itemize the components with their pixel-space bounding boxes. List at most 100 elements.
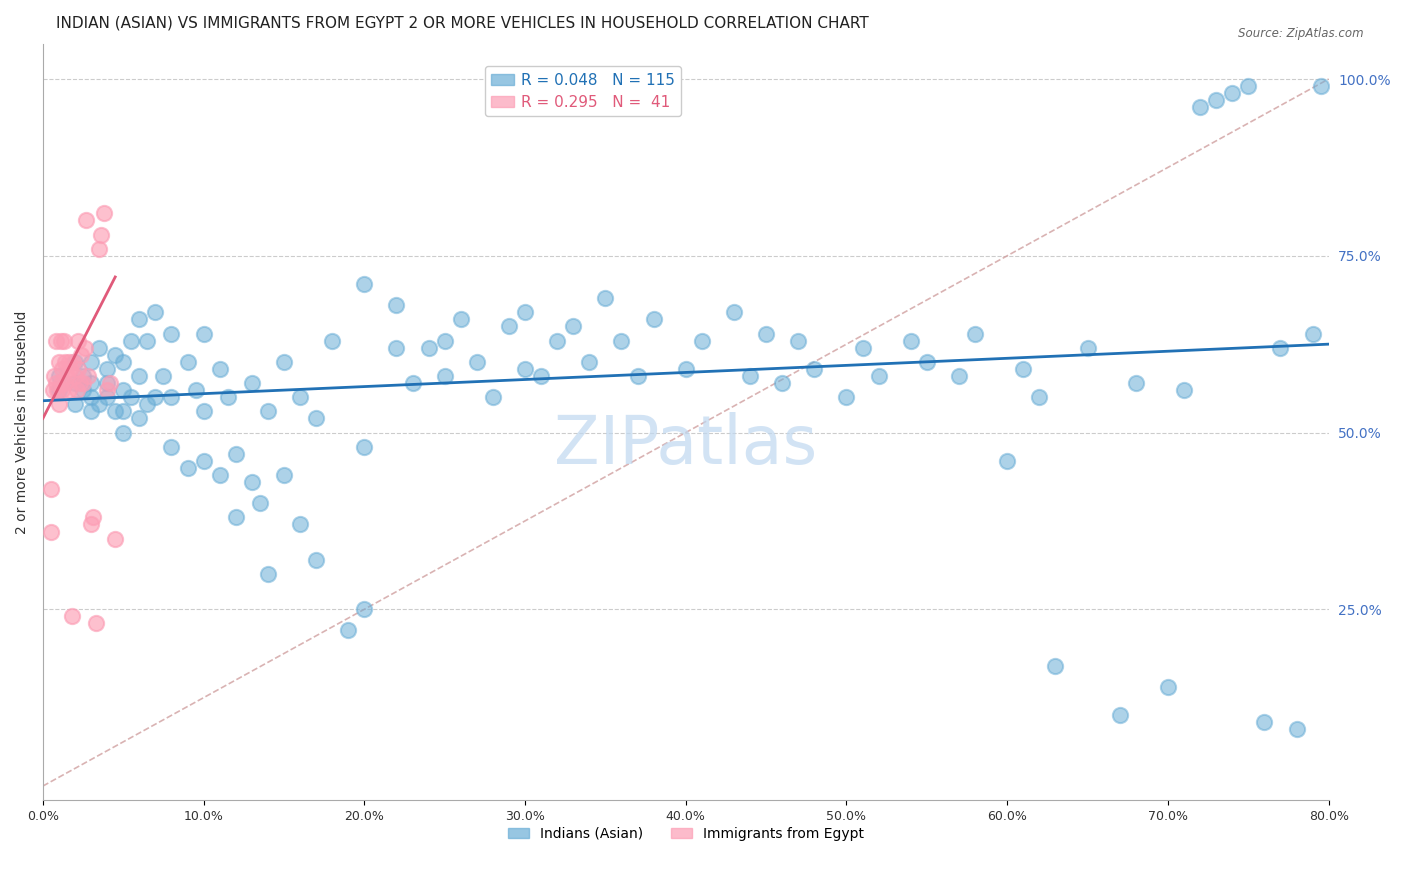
Point: [75, 213, 97, 227]
Point: [690, 334, 713, 348]
Point: [273, 467, 295, 482]
Point: [835, 390, 858, 404]
Point: [48, 383, 70, 397]
Point: [595, 291, 617, 305]
Point: [787, 334, 810, 348]
Point: [89, 341, 111, 355]
Point: [48, 355, 70, 369]
Text: Source: ZipAtlas.com: Source: ZipAtlas.com: [1239, 27, 1364, 40]
Point: [96, 376, 118, 390]
Point: [353, 440, 375, 454]
Point: [104, 348, 127, 362]
Point: [66, 383, 89, 397]
Point: [738, 368, 761, 383]
Point: [249, 496, 271, 510]
Point: [257, 566, 280, 581]
Point: [546, 334, 568, 348]
Point: [1108, 708, 1130, 723]
Point: [49, 376, 72, 390]
Point: [1309, 79, 1331, 94]
Point: [353, 277, 375, 291]
Point: [136, 334, 159, 348]
Point: [45, 376, 67, 390]
Point: [513, 362, 536, 376]
Point: [337, 624, 360, 638]
Point: [73, 341, 96, 355]
Point: [67, 362, 90, 376]
Point: [96, 362, 118, 376]
Point: [948, 368, 970, 383]
Point: [240, 376, 263, 390]
Point: [1125, 376, 1147, 390]
Legend: Indians (Asian), Immigrants from Egypt: Indians (Asian), Immigrants from Egypt: [502, 822, 869, 847]
Point: [562, 319, 585, 334]
Point: [465, 355, 488, 369]
Point: [120, 390, 142, 404]
Point: [1012, 362, 1035, 376]
Point: [39, 524, 62, 539]
Point: [72, 368, 94, 383]
Point: [1270, 341, 1292, 355]
Point: [51, 362, 73, 376]
Text: ZIPatlas: ZIPatlas: [554, 411, 817, 477]
Point: [208, 362, 231, 376]
Point: [80, 404, 103, 418]
Point: [770, 376, 793, 390]
Point: [63, 376, 86, 390]
Point: [184, 383, 207, 397]
Point: [1237, 79, 1260, 94]
Point: [63, 397, 86, 411]
Point: [1302, 326, 1324, 341]
Point: [51, 383, 73, 397]
Point: [321, 334, 343, 348]
Point: [578, 355, 600, 369]
Point: [1157, 680, 1180, 694]
Point: [93, 206, 115, 220]
Y-axis label: 2 or more Vehicles in Household: 2 or more Vehicles in Household: [15, 310, 30, 533]
Point: [305, 411, 328, 425]
Point: [72, 383, 94, 397]
Point: [513, 305, 536, 319]
Point: [418, 341, 440, 355]
Point: [1077, 341, 1099, 355]
Point: [723, 305, 745, 319]
Point: [62, 355, 84, 369]
Point: [145, 305, 167, 319]
Point: [160, 390, 183, 404]
Text: INDIAN (ASIAN) VS IMMIGRANTS FROM EGYPT 2 OR MORE VEHICLES IN HOUSEHOLD CORRELAT: INDIAN (ASIAN) VS IMMIGRANTS FROM EGYPT …: [56, 15, 869, 30]
Point: [67, 334, 90, 348]
Point: [69, 376, 91, 390]
Point: [100, 376, 122, 390]
Point: [851, 341, 873, 355]
Point: [643, 312, 665, 326]
Point: [1173, 383, 1195, 397]
Point: [152, 368, 174, 383]
Point: [112, 355, 135, 369]
Point: [217, 390, 239, 404]
Point: [1189, 100, 1212, 114]
Point: [1045, 658, 1067, 673]
Point: [257, 404, 280, 418]
Point: [208, 467, 231, 482]
Point: [128, 368, 150, 383]
Point: [433, 334, 456, 348]
Point: [176, 355, 198, 369]
Point: [63, 368, 86, 383]
Point: [82, 510, 104, 524]
Point: [288, 517, 311, 532]
Point: [755, 326, 778, 341]
Point: [90, 227, 112, 242]
Point: [900, 334, 922, 348]
Point: [96, 383, 118, 397]
Point: [965, 326, 987, 341]
Point: [80, 355, 103, 369]
Point: [1220, 86, 1243, 100]
Point: [136, 397, 159, 411]
Point: [104, 532, 127, 546]
Point: [55, 376, 77, 390]
Point: [60, 609, 83, 624]
Point: [89, 242, 111, 256]
Point: [39, 482, 62, 496]
Point: [128, 312, 150, 326]
Point: [868, 368, 890, 383]
